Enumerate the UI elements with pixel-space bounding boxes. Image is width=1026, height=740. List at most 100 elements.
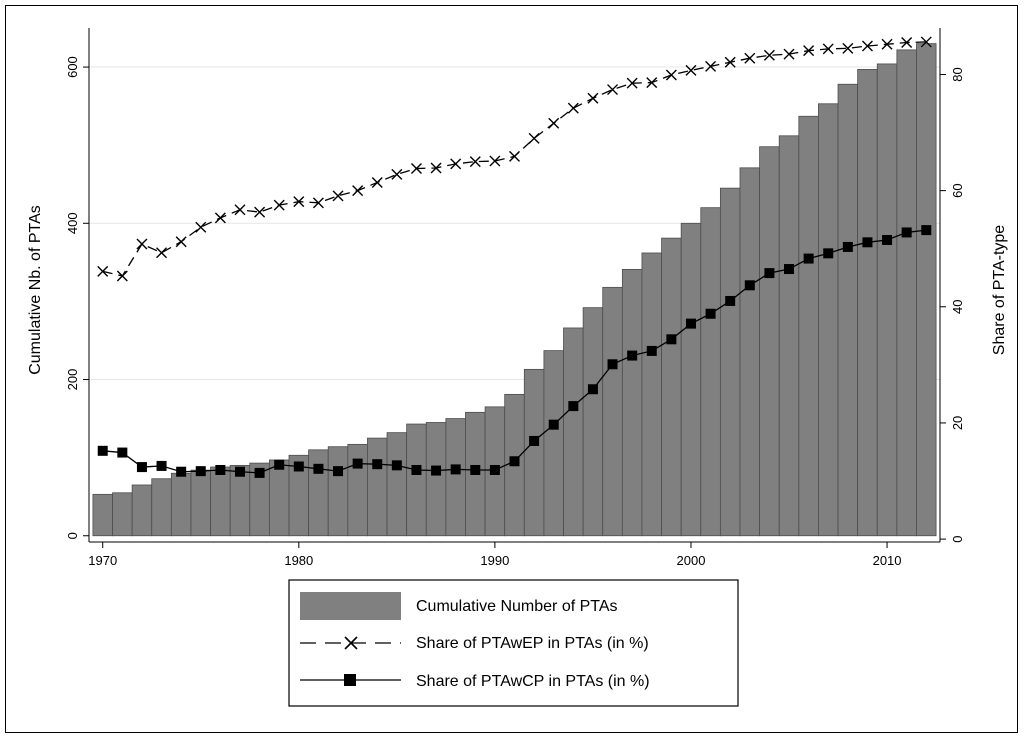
point-marker-x: [665, 69, 677, 81]
point-stroke: [116, 270, 128, 282]
point-marker-square: [293, 461, 304, 472]
point-marker-square: [862, 237, 873, 248]
bar: [582, 307, 604, 537]
point-marker-x: [136, 238, 148, 250]
point-marker-x: [548, 117, 560, 129]
point-marker-square: [705, 308, 716, 319]
point-marker-square: [509, 456, 520, 467]
point-marker-x: [901, 37, 913, 49]
point-marker-square: [431, 465, 442, 476]
legend-label-bar: Cumulative Number of PTAs: [416, 598, 618, 615]
left-tick-label: 400: [65, 212, 80, 234]
point-stroke: [705, 60, 717, 72]
point-marker-x: [489, 155, 501, 167]
point-marker-x: [450, 158, 462, 170]
point-stroke: [861, 40, 873, 52]
legend-swatch-bar: [300, 592, 401, 620]
point-stroke: [685, 64, 697, 76]
point-marker-square: [274, 459, 285, 470]
point-marker-square: [744, 280, 755, 291]
bar: [661, 237, 682, 537]
point-marker-x: [371, 176, 383, 188]
point-marker-x: [803, 45, 815, 57]
point-stroke: [352, 185, 364, 197]
axes: 0 200 400 600 0 20 40 60 80 1970 1980 1990 2000 2010: [65, 28, 965, 568]
point-marker-x: [332, 190, 344, 202]
point-stroke: [763, 49, 775, 61]
point-stroke: [214, 212, 226, 224]
point-marker-square: [176, 466, 187, 477]
bar: [818, 103, 839, 537]
point-marker-x: [293, 196, 305, 208]
bar: [916, 43, 937, 537]
point-marker-x: [254, 206, 266, 218]
bar: [92, 493, 113, 537]
point-stroke: [528, 132, 540, 144]
bar: [778, 135, 800, 537]
point-marker-square: [921, 225, 932, 236]
point-marker-x: [352, 185, 364, 197]
point-marker-square: [764, 268, 775, 279]
point-marker-x: [920, 36, 932, 48]
x-tick-label: 1980: [284, 553, 313, 568]
point-marker-x: [469, 156, 481, 168]
bar: [641, 252, 662, 537]
point-marker-square: [333, 466, 344, 477]
point-marker-square: [548, 419, 559, 430]
point-marker-square: [411, 464, 422, 475]
bar: [308, 449, 329, 537]
point-stroke: [136, 238, 148, 250]
x-tick-label: 1990: [480, 553, 509, 568]
bar: [170, 472, 192, 537]
chart-frame: [5, 5, 1018, 733]
point-stroke: [724, 56, 736, 68]
x-tick-label: 2000: [677, 553, 706, 568]
point-stroke: [509, 150, 520, 162]
point-marker-square: [470, 464, 481, 475]
left-tick-label: 600: [65, 56, 80, 78]
point-marker-x: [861, 40, 873, 52]
series-lines: [97, 36, 932, 478]
point-marker-square: [97, 445, 108, 456]
point-marker-square: [489, 464, 500, 475]
point-marker-x: [312, 197, 324, 209]
point-marker-square: [156, 460, 167, 471]
bar: [445, 418, 466, 537]
bar: [406, 423, 427, 537]
bar: [739, 167, 761, 537]
bar: [131, 484, 153, 537]
bar: [700, 207, 721, 537]
point-marker-square: [352, 458, 363, 469]
point-stroke: [607, 84, 619, 96]
point-marker-x: [842, 42, 854, 54]
point-marker-square: [587, 384, 598, 395]
point-stroke: [391, 168, 403, 180]
point-marker-x: [509, 150, 520, 162]
point-marker-x: [195, 221, 207, 233]
point-marker-x: [724, 56, 736, 68]
point-marker-x: [705, 60, 717, 72]
point-marker-square: [450, 464, 461, 475]
bar: [268, 459, 290, 537]
point-marker-x: [587, 92, 599, 104]
point-stroke: [312, 197, 324, 209]
bar: [719, 187, 741, 537]
point-marker-square: [646, 345, 657, 356]
point-marker-square: [391, 460, 402, 471]
point-stroke: [626, 77, 638, 89]
point-marker-square: [254, 467, 265, 478]
point-marker-square: [215, 464, 226, 475]
point-stroke: [410, 163, 422, 175]
point-stroke: [587, 92, 599, 104]
legend-label-cp: Share of PTAwCP in PTAs (in %): [416, 673, 650, 690]
point-stroke: [881, 38, 893, 50]
point-stroke: [371, 176, 383, 188]
bar: [876, 63, 898, 537]
point-stroke: [803, 45, 815, 57]
point-marker-x: [234, 204, 246, 216]
point-marker-x: [214, 212, 226, 224]
point-stroke: [175, 236, 187, 248]
point-stroke: [430, 162, 442, 174]
point-marker-x: [567, 102, 579, 114]
legend-swatch-cp-marker: [344, 674, 356, 686]
